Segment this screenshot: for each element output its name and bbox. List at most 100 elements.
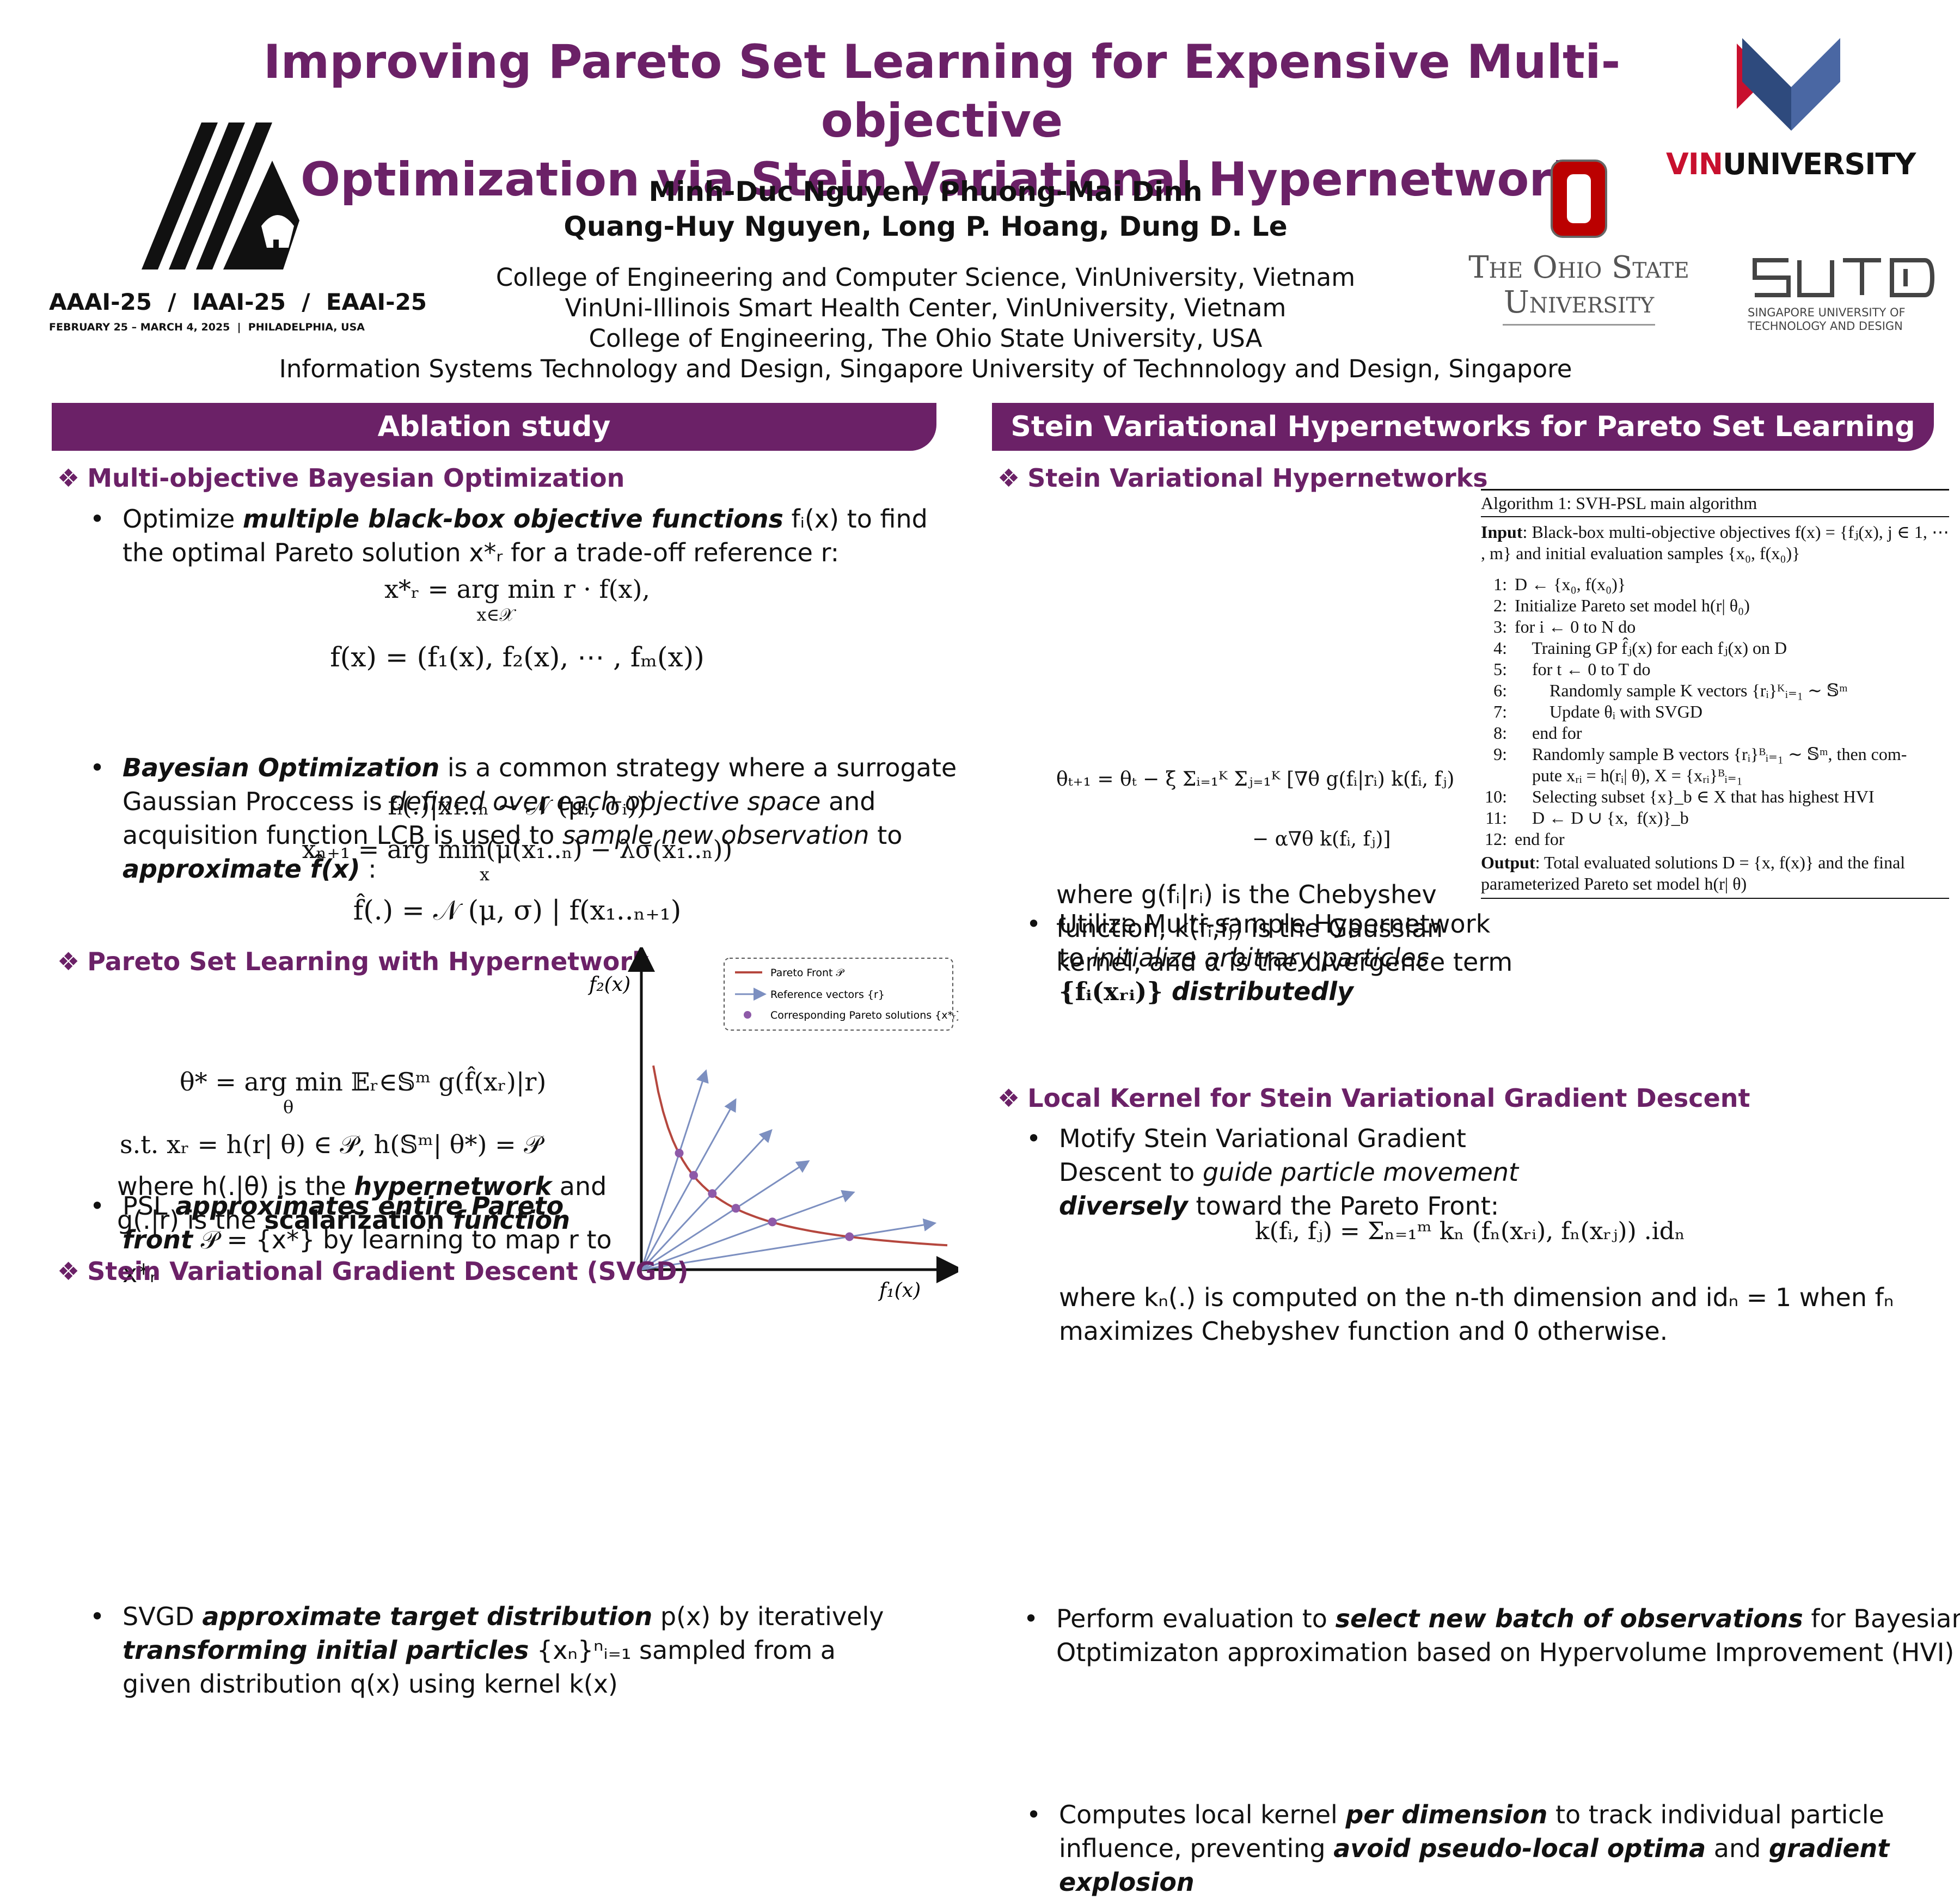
text: where kₙ(.) is computed on the n-th dime… [1059,1283,1894,1312]
svh-bullet-3: Perform evaluation to select new batch o… [1024,1602,1960,1669]
equation-text: θ* = arg min 𝔼ᵣ∈𝕊ᵐ g(f̂(xᵣ)|r) [180,1067,547,1096]
local-kernel-bullet: Computes local kernel per dimension to t… [1026,1798,1960,1899]
legend-point-swatch [744,1011,751,1019]
emphasis: diversely [1059,1191,1188,1221]
algorithm-step: 8: end for [1493,723,1582,743]
emphasis: distributedly [1162,977,1354,1006]
pareto-front-curve [652,1065,948,1247]
output-text: : Total evaluated solutions D = {x, f(x)… [1481,853,1906,893]
mobo-equation-5: f̂(.) = 𝒩 (μ, σ) | f(x₁..ₙ₊₁) [353,895,682,926]
text: to [1059,943,1092,972]
equation-text: x*ᵣ = arg min r · f(x), [384,574,651,604]
emphasis: multiple black-box objective functions [242,504,783,534]
emphasis: function [444,1205,571,1235]
emphasis: Bayesian Optimization [122,753,440,782]
diamond-bullet-icon: ❖ [57,463,80,493]
pareto-solution-point-4 [731,1204,740,1213]
svgd-update-equation-1: θₜ₊₁ = θₜ − ξ Σᵢ₌₁ᴷ Σⱼ₌₁ᴷ [∇θ g(fᵢ|rᵢ) k… [1056,768,1455,791]
algorithm-step: 7: Update θᵢ with SVGD [1493,702,1702,721]
text: Perform evaluation to [1056,1604,1336,1633]
chart-legend: Pareto Front 𝒫 Reference vectors {r} Cor… [724,958,962,1031]
math: {fᵢ(xᵣᵢ)} [1059,977,1163,1006]
svh-bullet-1: Utilize Multi-sample Hypernetwork to ini… [1026,907,1527,1008]
reference-vector-3 [640,1129,773,1271]
svh-where-text: where g(fᵢ|rᵢ) is the Chebyshev function… [1056,878,1514,979]
algorithm-step: 9: Randomly sample B vectors {rᵢ}ᴮᵢ₌₁ ∼ … [1493,744,1907,764]
sutd-name-line-1: SINGAPORE UNIVERSITY OF [1748,306,1906,319]
text: 𝒫 = {x*} by learning to map r to x*ᵣ [122,1225,612,1288]
ablation-study-banner: Ablation study [52,403,936,451]
emphasis: approximate f̂(x) [122,854,360,884]
emphasis: approximates entire Pareto front [122,1191,564,1254]
mobo-bullet-1: Optimize multiple black-box objective fu… [90,502,972,569]
authors: Minh-Duc Nguyen, Phuong-Mai Dinh Quang-H… [381,174,1470,244]
mobo-equation-4: xₙ₊₁ = arg min(μ(x₁..ₙ) − λσ(x₁..ₙ)) x [163,832,871,883]
algorithm-step: 3: for i ← 0 to N do [1493,617,1636,636]
text: PSL [122,1191,176,1221]
algorithm-input: Input: Black-box multi-objective objecti… [1481,522,1949,564]
svh-heading: ❖ Stein Variational Hypernetworks [997,462,1488,494]
algorithm-step: 11: D ← D ∪ {x, f(x)}_b [1485,808,1689,828]
text: function, k(fᵢ,fⱼ) is the Gaussian [1056,914,1443,943]
local-kernel-equation: k(fᵢ, fⱼ) = Σₙ₌₁ᵐ kₙ (fₙ(xᵣᵢ), fₙ(xᵣⱼ)) … [1254,1217,1686,1245]
text: and [552,1172,607,1201]
reference-vector-1 [640,1069,709,1270]
pareto-solution-point-6 [845,1232,854,1241]
local-kernel-where: where kₙ(.) is computed on the n-th dime… [1059,1281,1930,1348]
svgd-heading-text: Stein Variational Gradient Descent (SVGD… [87,1257,689,1286]
text: SVGD [122,1602,203,1631]
psl-bullet-1: PSL approximates entire Pareto front 𝒫 =… [90,1189,612,1290]
reference-vector-2 [640,1098,737,1270]
authors-line-1: Minh-Duc Nguyen, Phuong-Mai Dinh [648,176,1203,207]
vin-chevron-icon [1737,38,1840,131]
affiliations: College of Engineering and Computer Scie… [272,262,1579,384]
emphasis: per dimension [1345,1800,1548,1829]
title-line-1: Improving Pareto Set Learning for Expens… [263,35,1621,148]
algorithm-step: 2: Initialize Pareto set model h(r| θ₀) [1493,596,1750,615]
sutd-name-line-2: TECHNOLOGY AND DESIGN [1748,320,1903,333]
text: Descent to [1059,1157,1203,1187]
text: Utilize Multi-sample Hypernetwork [1059,909,1491,939]
svgd-update-equation-2: − α∇θ k(fᵢ, fⱼ)] [1252,828,1391,850]
aaai-conference-line: AAAI-25 / IAAI-25 / EAAI-25 [49,289,427,315]
algorithm-step: 5: for t ← 0 to T do [1493,659,1651,679]
algorithm-step: 10: Selecting subset {x}_b ∈ X that has … [1485,787,1875,806]
algorithm-title: Algorithm 1: SVH-PSL main algorithm [1481,489,1949,517]
pareto-solution-point-1 [675,1149,684,1157]
algorithm-box: Algorithm 1: SVH-PSL main algorithm Inpu… [1481,489,1949,899]
legend-vector-label: Reference vectors {r} [770,989,885,1001]
text: and acquisition function LCB is used to [122,787,876,850]
ohio-state-underline [1503,324,1655,326]
text: fᵢ(x) to find the optimal Pareto solutio… [122,504,928,567]
reference-vector-5 [641,1190,855,1271]
aaai-logo: AAAI-25 / IAAI-25 / EAAI-25 FEBRUARY 25 … [49,112,427,340]
algorithm-step: 12: end for [1485,829,1565,849]
text: is a common strategy where a surrogate G… [122,753,957,816]
psl-where-text: where h(.|θ) is the hypernetwork and g(.… [117,1169,607,1237]
pareto-front-figure: f₂(x) f₁(x) Pareto Front 𝒫 Reference vec… [587,945,964,1302]
svh-bullet-2: Motify Stein Variational Gradient Descen… [1026,1122,1527,1223]
algorithm-steps: 1: D ← {x₀, f(x₀)} 2: Initialize Pareto se… [1481,574,1949,850]
text: where g(fᵢ|rᵢ) is the Chebyshev [1056,880,1437,909]
authors-line-2: Quang-Huy Nguyen, Long P. Hoang, Dung D.… [564,211,1288,242]
output-label: Output [1481,853,1535,872]
equation-subscript: x∈𝒳 [476,604,514,625]
legend-front-label: Pareto Front 𝒫 [770,967,845,979]
emphasis: approximate target distribution [202,1602,653,1631]
mobo-equation-1: x*ᵣ = arg min r · f(x), x∈𝒳 [163,572,871,623]
affiliation-2: VinUni-Illinois Smart Health Center, Vin… [565,293,1287,322]
input-label: Input [1481,522,1523,542]
affiliation-1: College of Engineering and Computer Scie… [495,263,1356,292]
diamond-bullet-icon: ❖ [57,1257,80,1286]
text: toward the Pareto Front: [1187,1191,1499,1221]
diamond-bullet-icon: ❖ [997,463,1020,493]
ohio-state-line-1: The Ohio State [1468,250,1689,285]
aaai-mountain-icon [142,122,299,269]
text: Computes local kernel [1059,1800,1346,1829]
svh-psl-banner: Stein Variational Hypernetworks for Pare… [992,403,1934,451]
emphasis: avoid pseudo-local optima [1333,1834,1706,1863]
text: maximizes Chebyshev function and 0 other… [1059,1316,1668,1346]
emphasis: guide particle movement [1202,1157,1519,1187]
text: : [360,854,377,884]
ohio-state-line-2: University [1503,285,1655,320]
